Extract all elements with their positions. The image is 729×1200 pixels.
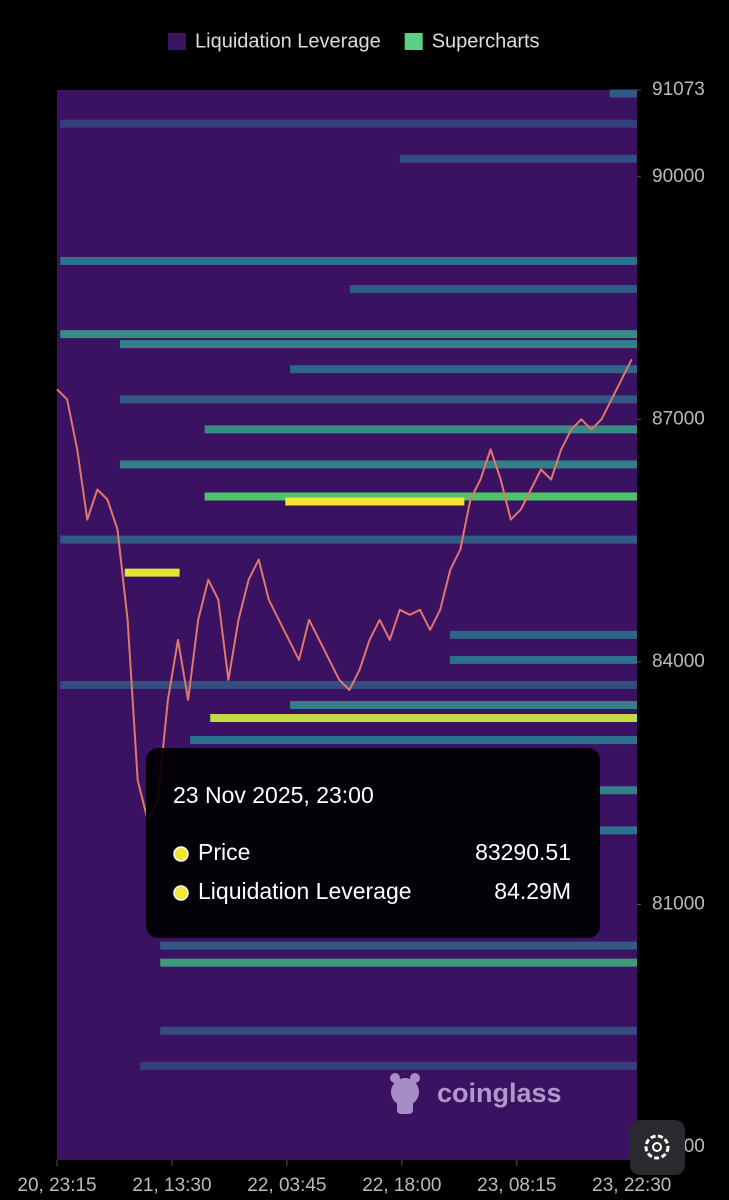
settings-button[interactable]	[630, 1120, 685, 1175]
liquidation-band	[399, 154, 637, 163]
liquidation-band	[60, 330, 638, 339]
liquidation-band	[160, 1026, 637, 1035]
liquidation-band	[609, 89, 637, 98]
legend-swatch	[168, 33, 186, 50]
legend-swatch	[404, 33, 423, 50]
liquidation-band	[599, 826, 637, 835]
tooltip-label: Price	[198, 839, 250, 865]
liquidation-band	[160, 941, 637, 950]
tooltip-dot	[173, 885, 189, 901]
liquidation-band	[349, 284, 637, 293]
liquidation-band	[119, 395, 638, 404]
liquidation-band	[290, 701, 637, 710]
y-tick-label: 84000	[652, 651, 705, 672]
legend-label: Liquidation Leverage	[195, 30, 381, 52]
plot-background	[57, 90, 637, 1160]
y-tick-label: 81000	[652, 894, 705, 915]
liquidation-band	[60, 256, 638, 265]
tooltip: 23 Nov 2025, 23:00 Price 83290.51 Liquid…	[146, 748, 600, 938]
legend-label: Supercharts	[432, 30, 540, 52]
liquidation-band	[190, 736, 637, 745]
tooltip-value: 84.29M	[494, 878, 571, 904]
tooltip-value: 83290.51	[475, 839, 571, 865]
x-tick-label: 23, 22:30	[592, 1175, 671, 1196]
liquidation-band	[599, 786, 637, 795]
y-tick-label: 87000	[652, 408, 705, 429]
liquidation-band	[210, 714, 637, 723]
liquidation-band	[204, 492, 637, 501]
liquidation-band	[285, 497, 465, 506]
watermark-text: coinglass	[437, 1078, 562, 1108]
tooltip-dot	[173, 846, 189, 862]
x-tick-label: 20, 23:15	[17, 1175, 96, 1196]
liquidation-band	[119, 340, 638, 349]
liquidation-band	[204, 425, 637, 434]
liquidation-band	[449, 655, 637, 664]
liquidation-band	[290, 365, 637, 374]
x-tick-label: 23, 08:15	[477, 1175, 556, 1196]
x-tick-label: 21, 13:30	[132, 1175, 211, 1196]
liquidation-band	[160, 958, 637, 967]
tooltip-box	[146, 748, 600, 938]
tooltip-label: Liquidation Leverage	[198, 878, 412, 904]
liquidation-band	[119, 460, 638, 469]
liquidation-band	[60, 119, 638, 128]
x-tick-label: 22, 18:00	[362, 1175, 441, 1196]
liquidation-band	[60, 680, 638, 689]
tooltip-title: 23 Nov 2025, 23:00	[173, 782, 374, 808]
y-tick-label: 91073	[652, 79, 705, 100]
y-tick-label: 90000	[652, 166, 705, 187]
liquidation-band	[140, 1061, 637, 1070]
x-tick-label: 22, 03:45	[247, 1175, 326, 1196]
liquidation-band	[60, 535, 638, 544]
liquidation-band	[124, 568, 180, 577]
watermark: coinglass	[390, 1073, 562, 1114]
liquidation-band	[449, 630, 637, 639]
